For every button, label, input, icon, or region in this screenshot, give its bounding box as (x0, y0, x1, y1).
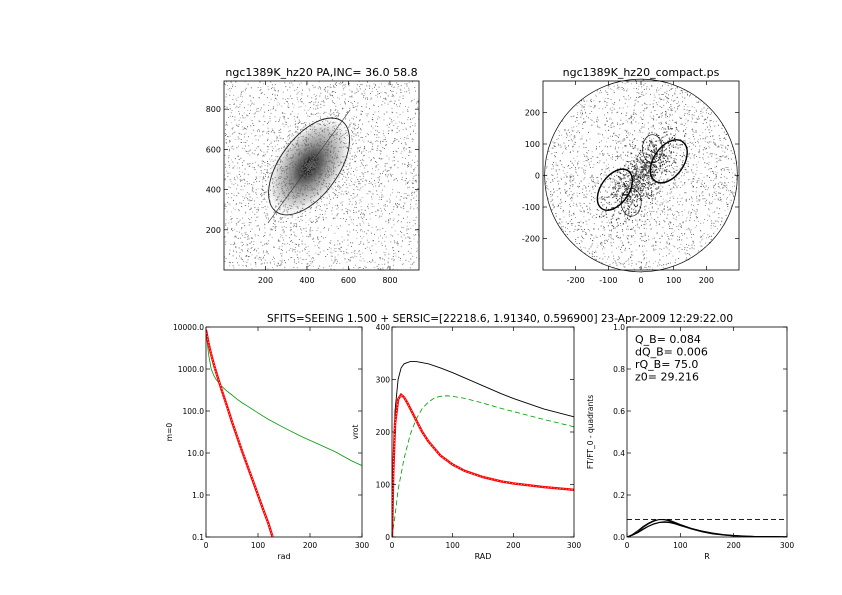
series-line-3 (627, 521, 787, 537)
x-tick-label: 200 (699, 276, 714, 285)
x-tick-label: 100 (673, 541, 688, 550)
profile-plot-frame (205, 326, 363, 538)
x-tick-label: 400 (299, 276, 314, 285)
y-tick-label: 1000.0 (178, 365, 204, 374)
series-marker-2 (392, 394, 574, 537)
annotation-line: z0= 29.216 (635, 371, 699, 384)
y-tick-label: 600 (206, 145, 221, 154)
right-image-frame (542, 80, 740, 271)
fourier-plot: 0 100 200 300 0.0 0.2 0.4 0.6 0.8 1.0 R FT/FT_0 - q… (586, 323, 794, 561)
y-tick-label: -100 (522, 203, 540, 212)
series-marker-1 (206, 329, 273, 537)
y-tick-label: 100 (525, 140, 540, 149)
x-tick-label: 200 (258, 276, 273, 285)
y-tick-label: -200 (522, 235, 540, 244)
residual-dots (545, 79, 738, 273)
fourier-plot-series (627, 518, 787, 537)
series-line-1 (627, 519, 787, 537)
rotation-plot-frame (391, 326, 575, 538)
y-tick-label: 0.1 (192, 533, 204, 542)
y-tick-label: 0 (535, 172, 540, 181)
annotation-line: dQ_B= 0.006 (635, 346, 708, 359)
series-line-2 (392, 392, 574, 537)
right-image-title: ngc1389K_hz20_compact.ps (563, 66, 720, 79)
x-axis-label: rad (277, 552, 290, 561)
right-image-panel: -200 -100 0 100 200 -200 -100 0 100 200 ngc1389K_h… (522, 66, 740, 285)
x-axis-label: R (704, 552, 710, 561)
x-tick-label: 300 (355, 541, 370, 550)
series-line-1 (392, 395, 574, 537)
y-tick-label: 200 (206, 226, 221, 235)
series-line-1 (206, 329, 274, 537)
x-tick-label: 100 (666, 276, 681, 285)
x-tick-label: 800 (382, 276, 397, 285)
contour-left (596, 168, 634, 211)
bar-residual (586, 98, 689, 246)
rotation-plot-series (392, 361, 574, 537)
x-tick-label: 200 (303, 541, 318, 550)
y-axis-label: m=0 (165, 423, 174, 442)
x-tick-label: 0 (390, 541, 395, 550)
profile-plot-series (206, 329, 362, 537)
y-tick-label: 0.0 (613, 533, 625, 542)
y-tick-label: 0.2 (613, 491, 625, 500)
x-tick-label: 100 (446, 541, 461, 550)
series-line-0 (206, 331, 362, 466)
y-axis-label: vrot (351, 424, 360, 439)
left-image-title: ngc1389K_hz20 PA,INC= 36.0 58.8 (225, 66, 417, 79)
x-tick-label: 0 (204, 541, 209, 550)
field-circle (544, 78, 738, 273)
x-tick-label: 600 (341, 276, 356, 285)
series-line-0 (392, 361, 574, 537)
y-tick-label: 400 (206, 186, 221, 195)
y-tick-label: 800 (206, 105, 221, 114)
x-tick-label: 200 (727, 541, 742, 550)
y-tick-label: 300 (376, 376, 391, 385)
x-tick-label: 300 (567, 541, 582, 550)
y-tick-label: 0.4 (613, 449, 625, 458)
annotation-line: Q_B= 0.084 (635, 333, 701, 346)
y-tick-label: 10.0 (187, 449, 204, 458)
y-tick-label: 0.8 (613, 365, 625, 374)
y-tick-label: 400 (376, 323, 391, 332)
x-tick-label: -200 (567, 276, 585, 285)
y-tick-label: 1.0 (192, 491, 204, 500)
fourier-plot-frame (626, 326, 788, 538)
y-tick-label: 100 (376, 481, 391, 490)
y-tick-label: 100.0 (183, 407, 205, 416)
y-tick-label: 0 (385, 533, 390, 542)
y-tick-label: 200 (376, 428, 391, 437)
x-tick-label: 0 (638, 276, 643, 285)
contour-lower (620, 187, 642, 217)
major-axis-line (267, 109, 351, 224)
left-image-panel: 200 400 600 800 200 400 600 800 ngc1389K_hz20 PA… (206, 66, 420, 285)
header-text: SFITS=SEEING 1.500 + SERSIC=[22218.6, 1.… (267, 313, 733, 325)
x-tick-label: -100 (599, 276, 617, 285)
x-tick-label: 300 (780, 541, 795, 550)
y-tick-label: 200 (525, 109, 540, 118)
y-tick-label: 0.6 (613, 407, 625, 416)
x-tick-label: 0 (625, 541, 630, 550)
y-axis-label: FT/FT_0 - quadrants (586, 395, 595, 469)
profile-plot: 0 100 200 300 0.1 1.0 10.0 100.0 1000.0 10000.0 ra… (165, 323, 369, 561)
x-axis-label: RAD (475, 552, 492, 561)
rotation-plot: 0 100 200 300 0 100 200 300 400 RAD vrot (351, 323, 581, 561)
contour-upper (642, 134, 663, 164)
left-image-frame (223, 80, 420, 271)
x-tick-label: 100 (251, 541, 266, 550)
y-tick-label: 10000.0 (173, 323, 204, 332)
x-tick-label: 200 (506, 541, 521, 550)
contour-right (649, 139, 688, 184)
annotation-line: rQ_B= 75.0 (635, 358, 698, 371)
y-tick-label: 1.0 (613, 323, 625, 332)
